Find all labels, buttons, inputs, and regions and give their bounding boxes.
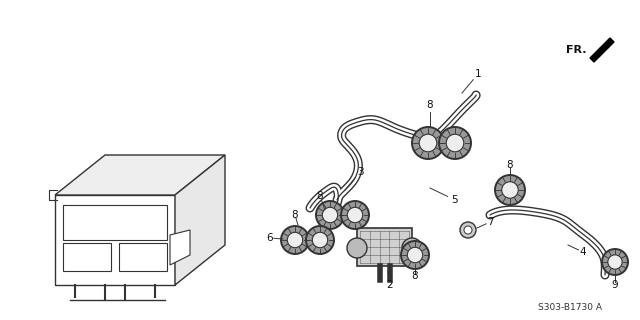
Polygon shape <box>590 38 614 62</box>
Text: 1: 1 <box>475 69 481 79</box>
Polygon shape <box>55 195 175 285</box>
Text: 8: 8 <box>412 271 419 281</box>
Circle shape <box>412 127 444 159</box>
Circle shape <box>419 134 437 152</box>
Circle shape <box>502 182 518 198</box>
Text: 6: 6 <box>267 233 273 243</box>
Circle shape <box>495 175 525 205</box>
Circle shape <box>439 127 471 159</box>
Text: 8: 8 <box>317 191 323 201</box>
Text: 8: 8 <box>427 100 433 110</box>
FancyBboxPatch shape <box>357 228 412 266</box>
Text: 9: 9 <box>612 280 618 290</box>
Polygon shape <box>175 155 225 285</box>
Circle shape <box>341 201 369 229</box>
Circle shape <box>602 249 628 275</box>
Text: 7: 7 <box>486 217 493 227</box>
Polygon shape <box>170 230 190 265</box>
Circle shape <box>323 207 338 223</box>
Circle shape <box>464 226 472 234</box>
Circle shape <box>287 232 303 248</box>
Polygon shape <box>55 155 225 195</box>
Text: 8: 8 <box>292 210 298 220</box>
Circle shape <box>316 201 344 229</box>
Circle shape <box>281 226 309 254</box>
Circle shape <box>306 226 334 254</box>
Text: 3: 3 <box>356 167 364 177</box>
Circle shape <box>608 255 622 269</box>
Text: 8: 8 <box>507 160 513 170</box>
Circle shape <box>446 134 464 152</box>
Circle shape <box>402 238 422 258</box>
Circle shape <box>348 207 363 223</box>
Text: 4: 4 <box>580 247 586 257</box>
Circle shape <box>460 222 476 238</box>
Text: S303-B1730 A: S303-B1730 A <box>538 303 602 313</box>
Circle shape <box>407 247 422 263</box>
Text: 2: 2 <box>387 280 394 290</box>
Circle shape <box>401 241 429 269</box>
Circle shape <box>347 238 367 258</box>
Text: 5: 5 <box>452 195 458 205</box>
Text: FR.: FR. <box>566 45 586 55</box>
Circle shape <box>312 232 328 248</box>
